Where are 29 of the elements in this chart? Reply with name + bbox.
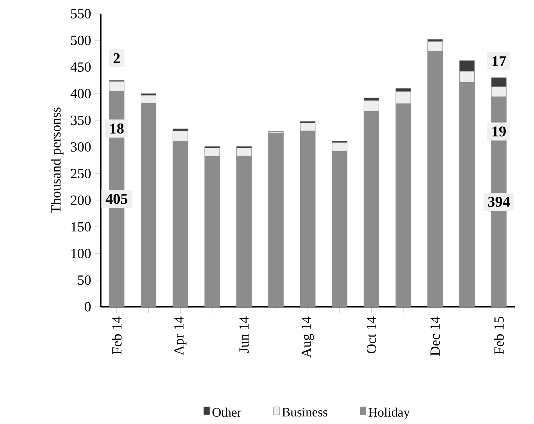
x-tick-label: Dec 14: [430, 316, 440, 356]
data-label: 394: [488, 197, 510, 208]
x-tick-label: Oct 14: [367, 316, 376, 354]
legend-label: Holiday: [368, 408, 410, 420]
y-tick-label: 500: [71, 36, 91, 46]
x-tick-label: Feb 15: [494, 317, 504, 354]
y-tick-label: 150: [72, 222, 91, 232]
y-tick-label: 50: [78, 276, 91, 286]
y-tick-label: 550: [71, 9, 91, 19]
y-tick-label: 0: [85, 302, 91, 312]
legend-label: Business: [282, 408, 328, 417]
y-tick-label: 400: [70, 89, 91, 99]
y-tick-label: 300: [71, 142, 91, 152]
data-label: 2: [114, 54, 120, 64]
x-tick-label: Aug 14: [302, 316, 314, 358]
x-tick-label: Jun 14: [240, 316, 249, 354]
data-label: 405: [106, 194, 128, 204]
x-tick-label: Apr 14: [174, 316, 187, 356]
data-label: 19: [492, 126, 506, 137]
x-tick-label: Feb 14: [112, 316, 122, 354]
data-label: 17: [492, 56, 506, 66]
y-tick-label: 200: [71, 196, 91, 206]
legend-label: Other: [212, 408, 242, 417]
y-tick-label: 100: [72, 249, 91, 258]
y-tick-label: 450: [70, 62, 91, 72]
y-tick-label: 250: [71, 169, 91, 179]
y-tick-label: 350: [71, 116, 91, 126]
data-label: 18: [110, 124, 124, 134]
y-axis-title: Thousand personss: [51, 108, 64, 214]
